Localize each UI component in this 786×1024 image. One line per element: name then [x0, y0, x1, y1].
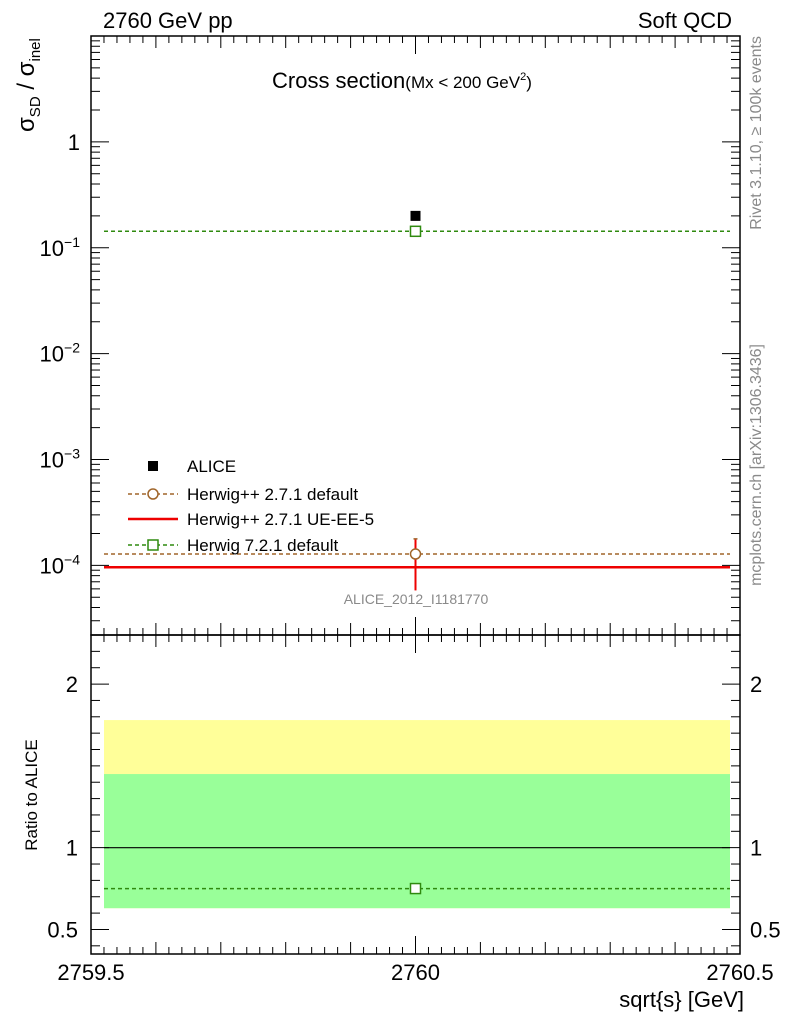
ratio-y-tick-label-right: 1 [750, 836, 762, 861]
legend-herwig7-label: Herwig 7.2.1 default [187, 536, 338, 555]
main-panel: 1 10−1 10−2 10−3 10−4 Cross section(Mx < 200… [13, 35, 741, 636]
x-axis-label: sqrt{s} [GeV] [619, 987, 744, 1012]
main-y-axis-label: σSD / σinel [13, 38, 44, 132]
ratio-y-tick-label-right: 0.5 [750, 917, 781, 942]
legend-alice-marker [148, 461, 158, 471]
ratio-panel: 2 2 1 1 0.5 0.5 2759.5 2760 2760.5 Ratio to ALIC… [22, 634, 781, 1012]
ratio-y-tick-label-right: 2 [750, 672, 762, 697]
ratio-herwig7-marker [409, 882, 422, 895]
main-title-suffix: (Mx < 200 GeV [405, 73, 520, 92]
y-tick-label: 10−1 [40, 234, 81, 261]
x-tick-label: 2760 [391, 960, 440, 985]
ratio-y-axis-label: Ratio to ALICE [22, 739, 41, 851]
x-tick-label: 2759.5 [57, 960, 124, 985]
herwigpp-default-marker [409, 548, 422, 560]
ratio-plot-area [104, 720, 730, 909]
y-tick-label: 10−4 [40, 551, 81, 578]
mcplots-label: mcplots.cern.ch [arXiv:1306.3436] [748, 344, 765, 586]
header-left-label: 2760 GeV pp [103, 8, 233, 33]
legend: ALICE Herwig++ 2.7.1 default Herwig++ 2.7.… [128, 457, 374, 555]
legend-herwig7-marker [147, 539, 159, 551]
ratio-y-tick-label-left: 1 [66, 836, 78, 861]
main-title-text: Cross section [272, 68, 405, 93]
legend-herwigpp-default-marker [147, 488, 159, 500]
legend-herwigpp-ueee5-label: Herwig++ 2.7.1 UE-EE-5 [187, 510, 374, 529]
ratio-y-tick-label-left: 2 [66, 672, 78, 697]
y-tick-label: 10−2 [40, 340, 81, 367]
main-title-suffix-end: ) [526, 73, 532, 92]
analysis-id-label: ALICE_2012_I1181770 [344, 591, 489, 607]
main-axis-ticks: 1 10−1 10−2 10−3 10−4 [40, 35, 741, 635]
legend-herwigpp-default-label: Herwig++ 2.7.1 default [187, 485, 358, 504]
main-title-suffix-sup: 2 [520, 71, 526, 83]
x-tick-label: 2760.5 [706, 960, 773, 985]
main-title: Cross section(Mx < 200 GeV2) [272, 68, 532, 93]
legend-alice-label: ALICE [187, 457, 236, 476]
main-plot-area [104, 210, 730, 591]
ratio-y-tick-label-left: 0.5 [47, 917, 78, 942]
ratio-axis-ticks: 2 2 1 1 0.5 0.5 2759.5 2760 2760.5 [47, 635, 781, 985]
rivet-version-label: Rivet 3.1.10, ≥ 100k events [748, 36, 765, 230]
y-tick-label: 1 [68, 130, 80, 155]
herwig7-marker [409, 225, 422, 238]
header-right-label: Soft QCD [638, 8, 732, 33]
alice-data-point [410, 210, 421, 221]
y-tick-label: 10−3 [40, 446, 81, 473]
